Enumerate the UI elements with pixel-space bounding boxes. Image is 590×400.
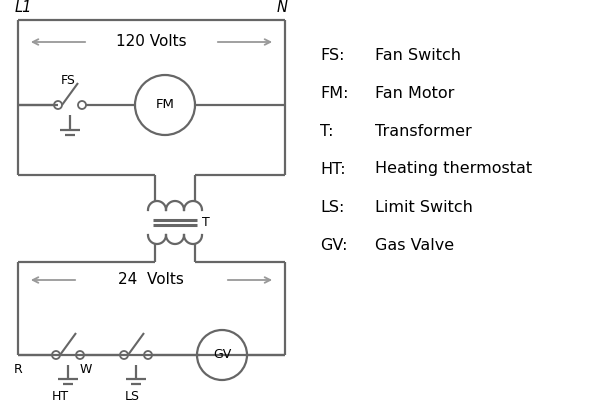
Text: GV: GV: [213, 348, 231, 362]
Text: FS:: FS:: [320, 48, 345, 62]
Text: Fan Motor: Fan Motor: [375, 86, 454, 100]
Text: HT:: HT:: [320, 162, 346, 176]
Text: N: N: [277, 0, 288, 15]
Text: L1: L1: [15, 0, 32, 15]
Text: Fan Switch: Fan Switch: [375, 48, 461, 62]
Text: T: T: [202, 216, 210, 228]
Text: GV:: GV:: [320, 238, 348, 252]
Text: W: W: [80, 363, 92, 376]
Text: LS:: LS:: [320, 200, 345, 214]
Text: FM:: FM:: [320, 86, 349, 100]
Text: Gas Valve: Gas Valve: [375, 238, 454, 252]
Text: Limit Switch: Limit Switch: [375, 200, 473, 214]
Text: 24  Volts: 24 Volts: [118, 272, 184, 288]
Text: Heating thermostat: Heating thermostat: [375, 162, 532, 176]
Text: FS: FS: [61, 74, 76, 87]
Text: Transformer: Transformer: [375, 124, 472, 138]
Text: LS: LS: [124, 390, 139, 400]
Text: 120 Volts: 120 Volts: [116, 34, 186, 50]
Text: FM: FM: [156, 98, 175, 112]
Text: T:: T:: [320, 124, 333, 138]
Text: HT: HT: [51, 390, 68, 400]
Text: R: R: [14, 363, 22, 376]
